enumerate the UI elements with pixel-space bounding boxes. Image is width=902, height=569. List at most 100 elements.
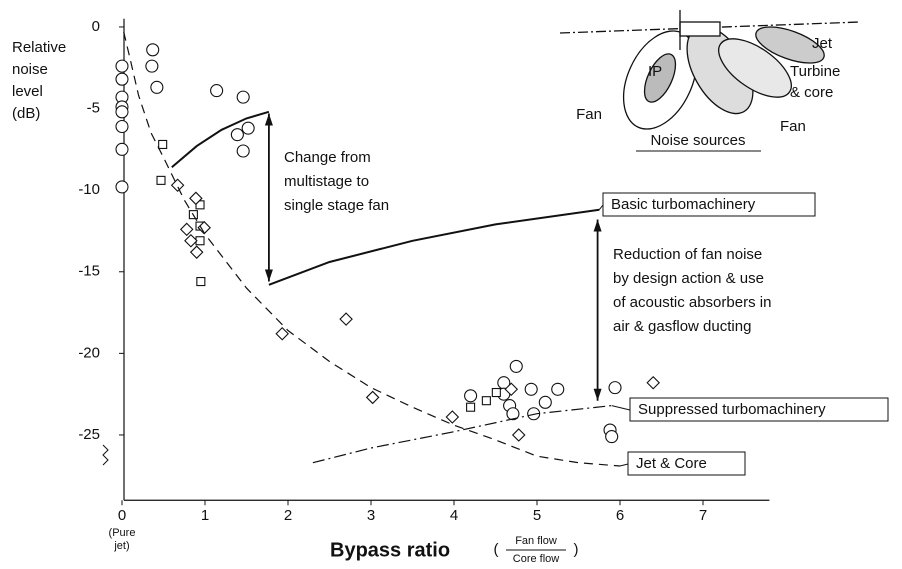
data-point xyxy=(275,326,289,341)
inset-label: IP xyxy=(648,63,662,80)
label-leader xyxy=(598,204,604,211)
arrow-head xyxy=(264,113,273,126)
inset-label: Fan xyxy=(576,106,602,123)
y-axis-label: Relative xyxy=(12,39,66,56)
label-leader xyxy=(619,463,629,467)
y-tick-label: 0 xyxy=(92,18,100,35)
data-point xyxy=(464,389,478,403)
arrow-head xyxy=(593,388,602,401)
data-point xyxy=(365,390,380,405)
x-tick-label: 4 xyxy=(450,507,458,524)
y-axis-label: noise xyxy=(12,61,48,78)
x-tick-label: 3 xyxy=(367,507,375,524)
annotation-text: Reduction of fan noise xyxy=(613,246,762,263)
data-point xyxy=(115,119,129,134)
data-point xyxy=(210,84,224,98)
label-leader xyxy=(611,405,631,411)
x-tick-label: 7 xyxy=(699,507,707,524)
paren: ( xyxy=(494,541,499,558)
data-point xyxy=(608,381,622,395)
annotation-text: single stage fan xyxy=(284,197,389,214)
series-label: Jet & Core xyxy=(636,455,707,472)
inset-label: & core xyxy=(790,84,833,101)
x-tick-label: 0 xyxy=(118,507,126,524)
data-point xyxy=(481,396,491,406)
series-line xyxy=(312,405,612,464)
annotation-text: multistage to xyxy=(284,173,369,190)
data-point xyxy=(605,430,619,444)
data-point xyxy=(150,80,164,94)
series-label: Basic turbomachinery xyxy=(611,196,756,213)
data-point xyxy=(551,382,565,396)
data-point xyxy=(115,72,129,86)
data-point xyxy=(189,191,203,206)
x-axis-label: Bypass ratio xyxy=(330,539,450,561)
paren: ) xyxy=(574,541,579,558)
series-line xyxy=(171,110,600,286)
x-tick-label: 5 xyxy=(533,507,541,524)
y-axis-label: (dB) xyxy=(12,105,40,122)
y-tick-label: -10 xyxy=(78,181,100,198)
data-point xyxy=(230,128,244,142)
x-note: jet) xyxy=(113,540,129,552)
series-line xyxy=(123,31,621,467)
arrow-head xyxy=(593,219,602,232)
data-point xyxy=(145,59,159,73)
label-box xyxy=(629,397,889,422)
x-tick-label: 2 xyxy=(284,507,292,524)
data-point xyxy=(196,277,206,287)
data-point xyxy=(184,233,198,248)
annotation-text: by design action & use xyxy=(613,270,764,287)
label-box xyxy=(627,451,746,476)
data-point xyxy=(506,407,520,421)
series-label: Suppressed turbomachinery xyxy=(638,401,826,418)
data-point xyxy=(509,359,523,373)
data-point xyxy=(339,312,353,326)
data-point xyxy=(158,139,168,150)
y-tick-label: -20 xyxy=(78,344,100,361)
data-point xyxy=(504,382,519,397)
data-point xyxy=(524,382,538,396)
inset-label: Turbine xyxy=(790,63,840,80)
x-label-numerator: Fan flow xyxy=(515,535,557,547)
data-point xyxy=(179,222,194,237)
data-point xyxy=(511,428,526,442)
x-tick-label: 6 xyxy=(616,507,624,524)
data-point xyxy=(156,175,166,185)
annotation-text: air & gasflow ducting xyxy=(613,318,751,335)
x-label-denominator: Core flow xyxy=(513,553,560,565)
data-point xyxy=(115,142,129,156)
x-tick-label: 1 xyxy=(201,507,209,524)
data-point xyxy=(115,105,129,119)
data-point xyxy=(466,402,476,412)
inset-label: Jet xyxy=(812,35,833,52)
y-tick-label: -15 xyxy=(78,263,100,280)
inset-title: Noise sources xyxy=(650,132,745,149)
data-point xyxy=(170,178,185,193)
annotation-text: of acoustic absorbers in xyxy=(613,294,771,311)
axis-break xyxy=(102,444,109,466)
data-point xyxy=(527,407,541,421)
arrow-head xyxy=(264,269,273,282)
inset-drawing xyxy=(559,10,861,130)
y-tick-label: -5 xyxy=(87,100,100,117)
y-axis-label: level xyxy=(12,83,43,100)
data-point xyxy=(491,387,501,398)
y-tick-label: -25 xyxy=(78,426,100,443)
data-point xyxy=(115,180,129,194)
data-point xyxy=(445,410,460,424)
data-point xyxy=(189,245,204,259)
data-point xyxy=(241,121,255,135)
label-box xyxy=(602,192,816,217)
data-point xyxy=(538,395,552,409)
x-note: (Pure xyxy=(109,527,136,539)
data-point xyxy=(236,90,250,104)
inset-label: Fan xyxy=(780,118,806,135)
data-point xyxy=(146,43,160,57)
annotation-text: Change from xyxy=(284,149,371,166)
data-point xyxy=(115,59,129,73)
data-point xyxy=(646,375,660,390)
data-point xyxy=(236,144,250,158)
